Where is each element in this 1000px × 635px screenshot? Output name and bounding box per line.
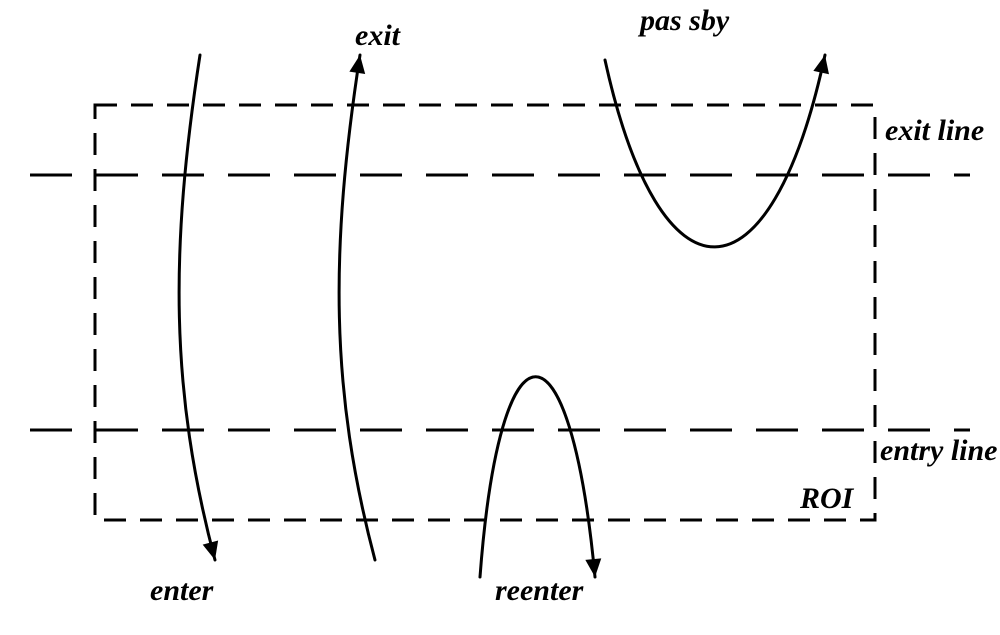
label-exit_line: exit line	[885, 114, 984, 147]
arrowhead	[203, 541, 218, 560]
trajectory-enter	[179, 55, 215, 560]
label-enter: enter	[150, 574, 214, 607]
label-roi: ROI	[799, 482, 855, 515]
trajectory-exit	[339, 55, 375, 560]
label-passby: pas sby	[637, 4, 730, 37]
label-entry_line: entry line	[880, 434, 998, 467]
arrowhead	[813, 55, 829, 74]
roi-box	[95, 105, 875, 520]
trajectory-passby	[605, 55, 825, 247]
label-exit: exit	[355, 19, 402, 52]
diagram-canvas: exit pas sby exit line entry line ROI enter re…	[0, 0, 1000, 635]
label-reenter: reenter	[495, 574, 584, 607]
trajectory-reenter	[480, 377, 595, 577]
arrowhead	[349, 55, 365, 74]
